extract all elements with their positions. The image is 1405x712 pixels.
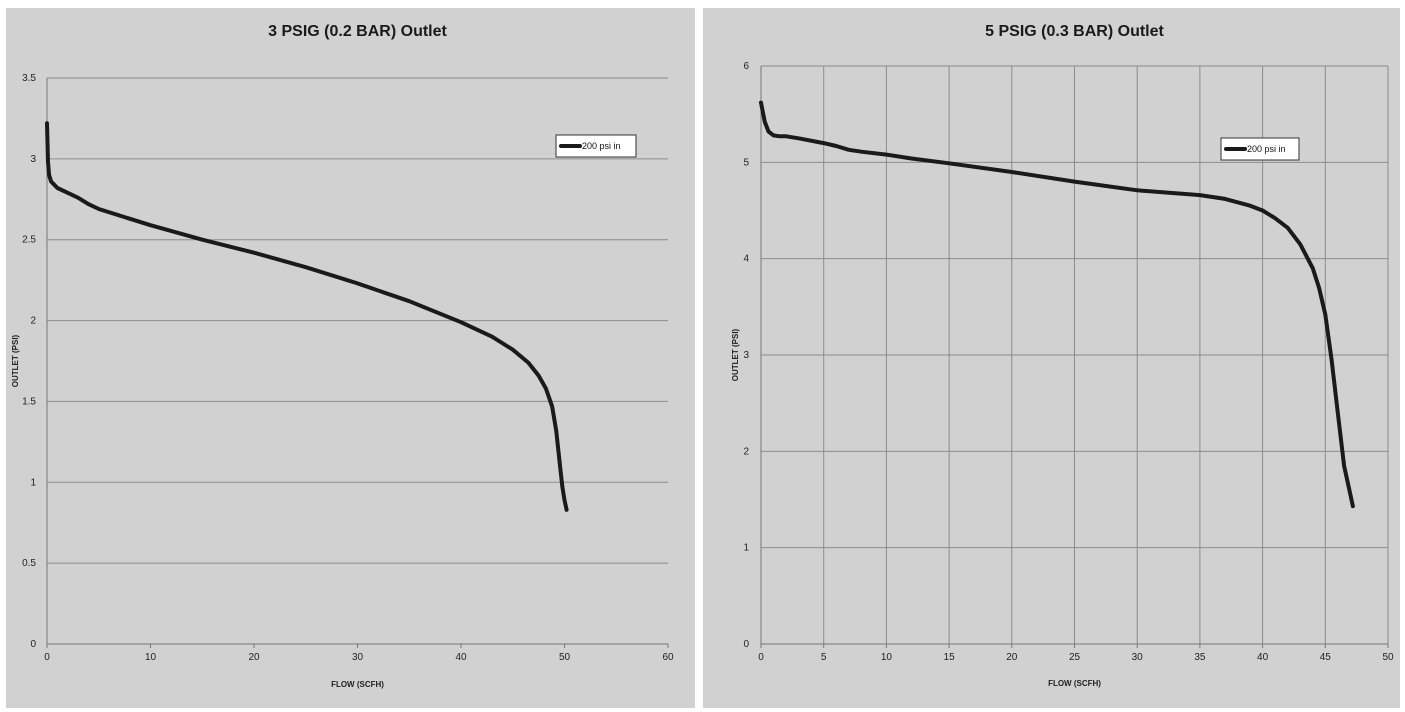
chart-title: 3 PSIG (0.2 BAR) Outlet	[268, 23, 447, 40]
x-axis-label: FLOW (SCFH)	[331, 680, 384, 689]
legend-label: 200 psi in	[1247, 144, 1286, 154]
y-tick-label: 1	[743, 543, 749, 554]
x-tick-label: 10	[881, 652, 893, 663]
y-tick-label: 2	[743, 446, 749, 457]
y-tick-label: 0	[743, 639, 749, 650]
chart-title: 5 PSIG (0.3 BAR) Outlet	[985, 23, 1164, 40]
x-tick-label: 45	[1320, 652, 1332, 663]
legend-box	[555, 134, 637, 158]
legend-label: 200 psi in	[582, 141, 621, 151]
y-tick-label: 2	[30, 316, 36, 327]
y-tick-label: 3	[743, 350, 749, 361]
x-tick-label: 20	[248, 652, 260, 663]
y-axis-label: OUTLET (PSI)	[731, 328, 740, 381]
x-tick-label: 0	[44, 652, 50, 663]
x-tick-label: 40	[455, 652, 467, 663]
x-tick-label: 30	[1132, 652, 1144, 663]
x-axis-label: FLOW (SCFH)	[1048, 679, 1101, 688]
x-tick-label: 10	[145, 652, 157, 663]
x-tick-label: 35	[1194, 652, 1206, 663]
y-tick-label: 5	[743, 157, 749, 168]
legend-box	[1220, 137, 1300, 161]
series-line	[45, 121, 569, 512]
x-tick-label: 40	[1257, 652, 1269, 663]
y-tick-label: 3	[30, 154, 36, 165]
x-tick-label: 30	[352, 652, 364, 663]
x-tick-label: 15	[944, 652, 956, 663]
x-tick-label: 50	[1382, 652, 1394, 663]
y-tick-label: 0.5	[22, 558, 36, 569]
y-tick-label: 3.5	[22, 73, 36, 84]
chart-panel-left: 3 PSIG (0.2 BAR) Outlet 0 0.5 1 1.5 2 2.5 3 3.5 0…	[6, 8, 695, 708]
y-tick-label: 4	[743, 254, 749, 265]
x-tick-label: 5	[821, 652, 827, 663]
x-tick-label: 20	[1006, 652, 1018, 663]
y-tick-label: 0	[30, 639, 36, 650]
x-tick-label: 50	[559, 652, 571, 663]
x-tick-label: 0	[758, 652, 764, 663]
x-tick-label: 25	[1069, 652, 1081, 663]
y-tick-label: 1.5	[22, 396, 36, 407]
y-tick-label: 1	[30, 477, 36, 488]
x-tick-label: 60	[662, 652, 674, 663]
chart-panel-right: 5 PSIG (0.3 BAR) Outlet 0 1 2 3 4 5 6 0 5 10 15 20 25…	[703, 8, 1400, 708]
y-tick-label: 2.5	[22, 235, 36, 246]
y-axis-label: OUTLET (PSI)	[11, 334, 20, 387]
series-line	[759, 100, 1355, 509]
y-tick-label: 6	[743, 61, 749, 72]
chart-3psig: 3 PSIG (0.2 BAR) Outlet 0 0.5 1 1.5 2 2.5 3 3.5 0…	[11, 23, 674, 689]
